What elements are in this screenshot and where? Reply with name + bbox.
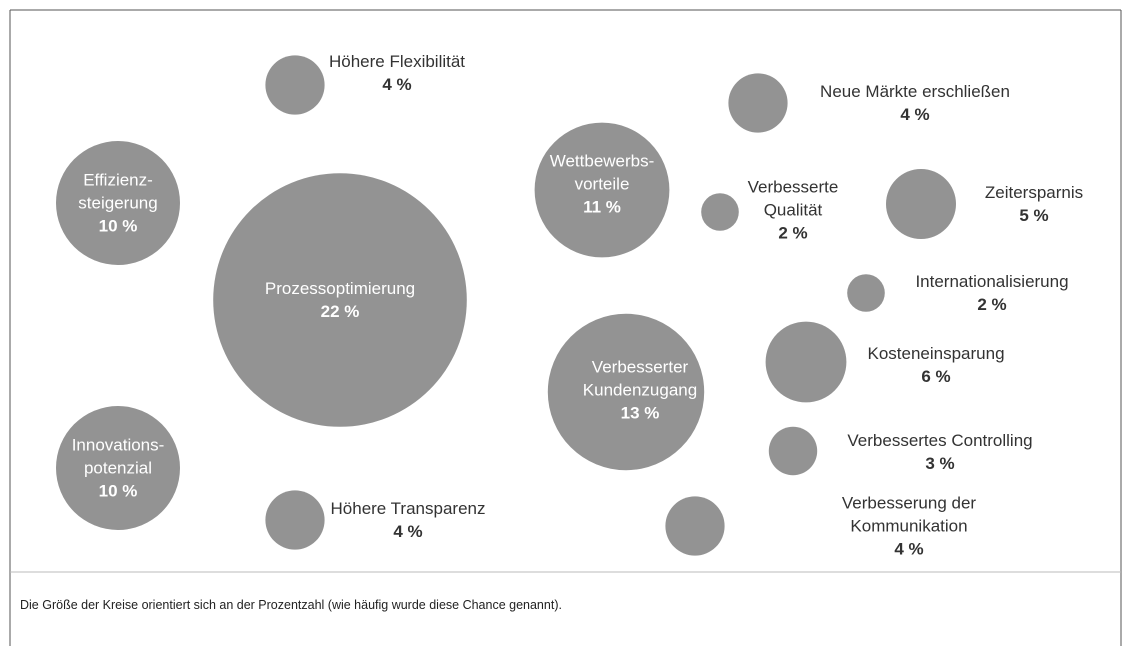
bubble-label: Verbessertes Controlling 3 % (847, 429, 1032, 475)
category-name: Verbesserter Kundenzugang (582, 357, 698, 400)
bubble (701, 193, 739, 231)
bubble-label: Innovations- potenzial 10 % (72, 434, 165, 503)
bubble-label: Höhere Flexibilität 4 % (329, 50, 465, 96)
value-label: 5 % (1019, 206, 1049, 225)
bubble-label: Verbesserte Qualität 2 % (748, 176, 839, 245)
bubble-label: Wettbewerbs- vorteile 11 % (550, 150, 655, 219)
bubble (765, 321, 847, 403)
value-label: 10 % (98, 216, 138, 236)
category-name: Kosteneinsparung (867, 344, 1005, 363)
value-label: 4 % (393, 522, 423, 541)
bubble (534, 122, 670, 258)
bubble-label: Höhere Transparenz 4 % (331, 497, 486, 543)
bubble (728, 73, 788, 133)
category-name: Verbesserte Qualität (747, 177, 839, 220)
value-label: 2 % (778, 223, 808, 243)
bubble-label: Prozessoptimierung 22 % (265, 277, 415, 323)
category-name: Effizienz- steigerung (78, 170, 158, 213)
bubble-label: Neue Märkte erschließen 4 % (820, 80, 1010, 126)
value-label: 22 % (320, 302, 360, 321)
bubble-label: Zeitersparnis 5 % (985, 181, 1083, 227)
category-name: Neue Märkte erschließen (820, 82, 1010, 101)
bubble (665, 496, 725, 556)
value-label: 13 % (620, 403, 660, 423)
bubble (886, 169, 956, 239)
bubble (847, 274, 885, 312)
category-name: Internationalisierung (915, 272, 1069, 291)
category-name: Wettbewerbs- vorteile (549, 151, 655, 194)
bubble (265, 490, 325, 550)
bubble (213, 173, 467, 427)
category-name: Höhere Transparenz (330, 499, 486, 518)
category-name: Höhere Flexibilität (328, 52, 466, 71)
value-label: 4 % (900, 105, 930, 124)
category-name: Prozessoptimierung (264, 279, 416, 298)
bubble (547, 313, 705, 471)
bubble-label: Internationalisierung 2 % (915, 270, 1068, 316)
value-label: 4 % (382, 75, 412, 94)
bubble-label: Kosteneinsparung 6 % (867, 342, 1004, 388)
category-name: Verbessertes Controlling (847, 431, 1033, 450)
bubble-label: Effizienz- steigerung 10 % (78, 169, 157, 238)
bubble-label: Verbesserter Kundenzugang 13 % (583, 356, 697, 425)
bubble (768, 426, 818, 476)
category-name: Zeitersparnis (984, 183, 1084, 202)
bubble (56, 141, 180, 265)
value-label: 10 % (98, 481, 138, 501)
value-label: 3 % (925, 454, 955, 473)
bubble (265, 55, 325, 115)
bubble-label: Verbesserung der Kommunikation 4 % (798, 492, 1021, 561)
category-name: Verbesserung der Kommunikation (841, 493, 977, 536)
bubble (56, 406, 180, 530)
value-label: 11 % (583, 197, 621, 217)
value-label: 4 % (894, 539, 924, 559)
category-name: Innovations- potenzial (71, 435, 165, 478)
value-label: 6 % (921, 367, 951, 386)
footnote: Die Größe der Kreise orientiert sich an … (20, 598, 562, 612)
value-label: 2 % (977, 295, 1007, 314)
